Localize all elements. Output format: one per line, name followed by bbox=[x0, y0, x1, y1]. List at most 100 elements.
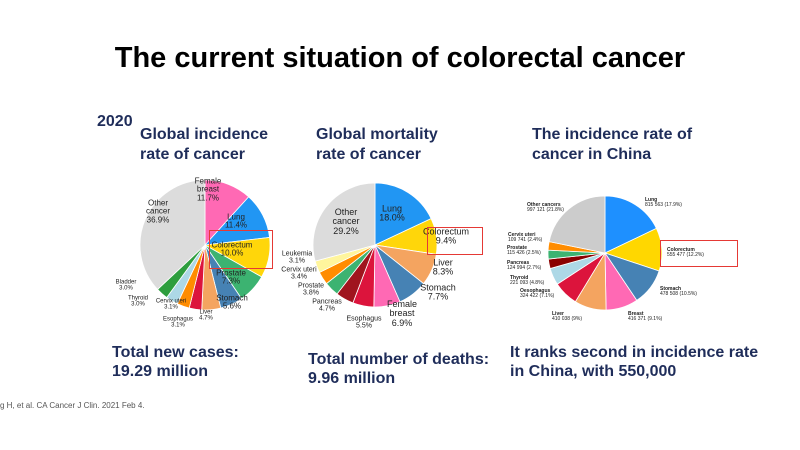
chart3-label: Colorectum 555 477 (12.2%) bbox=[667, 246, 704, 259]
chart3-label: Lung 815 563 (17.9%) bbox=[645, 196, 682, 209]
slice-name: Colorectum bbox=[422, 226, 470, 237]
chart3-highlight-box bbox=[660, 240, 738, 267]
slice-name: Stomach bbox=[660, 285, 682, 292]
slice-name: Liver bbox=[433, 257, 453, 268]
chart2-slice-lung bbox=[374, 182, 432, 246]
chart3-label: Liver 410 038 (9%) bbox=[552, 311, 583, 323]
slice-name: Other cancer bbox=[145, 198, 171, 216]
slice-value: 4.7% bbox=[199, 316, 213, 322]
chart2-title: Global mortality rate of cancer bbox=[316, 126, 438, 163]
chart3-label: Prostate 115 426 (2.5%) bbox=[507, 245, 541, 257]
chart3-label: Cervix uteri 109 741 (2.4%) bbox=[508, 231, 543, 244]
chart1-label: Bladder 3.0% bbox=[116, 280, 137, 293]
chart1-label: Colorectum 10.0% bbox=[211, 240, 253, 259]
chart1-highlight-box bbox=[209, 230, 273, 269]
slice-name: Colorectum bbox=[211, 240, 253, 250]
slice-value: 3.0% bbox=[131, 302, 145, 308]
slice-name: Cervix uteri bbox=[155, 298, 187, 305]
slice-name: Oesophagus bbox=[520, 287, 551, 294]
slice-value: 5.6% bbox=[222, 302, 242, 311]
slice-value: 29.2% bbox=[333, 225, 359, 236]
chart2-label: Cervix uteri 3.4% bbox=[281, 267, 316, 282]
chart1-label: Esophagus 3.1% bbox=[163, 317, 193, 330]
slice-value: 36.9% bbox=[146, 215, 170, 225]
slice-value: 124 994 (2.7%) bbox=[507, 265, 542, 271]
slice-name: Esophagus bbox=[162, 316, 194, 323]
slice-value: 324 422 (7.1%) bbox=[520, 293, 555, 299]
slice-name: Colorectum bbox=[667, 246, 695, 253]
slice-name: Stomach bbox=[420, 282, 456, 293]
slice-value: 7.3% bbox=[221, 277, 241, 286]
chart2-label: Other cancer 29.2% bbox=[332, 206, 360, 236]
chart2-highlight-box bbox=[427, 227, 483, 255]
slice-name: Lung bbox=[227, 212, 245, 222]
slice-name: Pancreas bbox=[507, 259, 530, 266]
slice-name: Thyroid bbox=[510, 274, 529, 281]
slice-name: Esophagus bbox=[346, 315, 382, 323]
slice-value: 3.4% bbox=[291, 274, 307, 281]
slice-value: 410 038 (9%) bbox=[552, 316, 583, 322]
chart2-label: Lung 18.0% bbox=[379, 203, 405, 224]
slice-name: Prostate bbox=[216, 268, 246, 278]
total-new-cases: Total new cases: 19.29 million bbox=[112, 344, 239, 380]
slice-name: Cervix uteri bbox=[281, 266, 317, 274]
slice-value: 115 426 (2.5%) bbox=[507, 250, 541, 256]
chart3-label: Thyroid 221 093 (4.8%) bbox=[510, 274, 544, 287]
slice-value: 8.3% bbox=[432, 267, 454, 277]
slice-value: 3.1% bbox=[164, 305, 178, 311]
chart2-label: Leukemia 3.1% bbox=[282, 251, 312, 266]
citation: g H, et al. CA Cancer J Clin. 2021 Feb 4… bbox=[0, 401, 145, 410]
slice-name: Bladder bbox=[115, 279, 137, 286]
slice-name: Other cancers bbox=[527, 201, 561, 208]
slice-value: 109 741 (2.4%) bbox=[508, 237, 543, 243]
slice-name: Prostate bbox=[297, 282, 325, 290]
chart3-label: Other cancers 997 121 (21.8%) bbox=[527, 201, 564, 214]
slice-value: 7.7% bbox=[427, 292, 449, 302]
slice-name: Cervix uteri bbox=[508, 231, 536, 238]
chart1-label: Liver 4.7% bbox=[199, 310, 213, 323]
slice-value: 815 563 (17.9%) bbox=[645, 202, 682, 208]
chart2-label: Esophagus 5.5% bbox=[346, 316, 381, 331]
slice-value: 3.1% bbox=[289, 258, 305, 265]
chart1-slice-other-cancer bbox=[139, 179, 206, 290]
slide-title: The current situation of colorectal canc… bbox=[114, 42, 686, 74]
slice-name: Other cancer bbox=[332, 206, 360, 227]
chart3-label: Stomach 478 508 (10.5%) bbox=[660, 285, 697, 298]
chart1-label: Stomach 5.6% bbox=[216, 293, 248, 312]
slice-name: Breast bbox=[628, 310, 644, 317]
chart3-label: Breast 416 371 (9.1%) bbox=[628, 310, 662, 323]
chart1-label: Lung 11.4% bbox=[225, 212, 247, 231]
chart3-title: The incidence rate of cancer in China bbox=[532, 126, 693, 163]
slice-value: 6.9% bbox=[391, 317, 413, 328]
chart2-label: Liver 8.3% bbox=[432, 257, 454, 278]
slice-value: 5.5% bbox=[356, 323, 372, 330]
total-deaths: Total number of deaths: 9.96 million bbox=[308, 351, 490, 387]
chart1-label: Prostate 7.3% bbox=[216, 268, 246, 287]
chart2-label: Colorectum 9.4% bbox=[422, 226, 470, 247]
slice-value: 478 508 (10.5%) bbox=[660, 291, 697, 297]
chart2-label: Prostate 3.8% bbox=[298, 283, 324, 298]
slice-value: 11.7% bbox=[196, 193, 220, 203]
slice-name: Stomach bbox=[216, 293, 248, 303]
slice-name: Thyroid bbox=[127, 295, 149, 302]
slice-name: Lung bbox=[645, 196, 658, 203]
chart2-label: Pancreas 4.7% bbox=[312, 299, 342, 314]
slice-value: 555 477 (12.2%) bbox=[667, 252, 704, 258]
chart2-label: Female breast 6.9% bbox=[387, 299, 417, 328]
year-label: 2020 bbox=[97, 113, 133, 130]
slice-name: Pancreas bbox=[312, 298, 342, 306]
chart1-label: Other cancer 36.9% bbox=[146, 199, 170, 224]
slice-name: Lung bbox=[381, 203, 403, 214]
slice-value: 3.8% bbox=[303, 290, 319, 297]
chart3-slice-other-cancers bbox=[548, 195, 606, 254]
slice-value: 10.0% bbox=[220, 249, 244, 258]
slice-name: Liver bbox=[199, 309, 213, 316]
chart3-label: Pancreas 124 994 (2.7%) bbox=[507, 259, 542, 272]
slice-value: 997 121 (21.8%) bbox=[527, 207, 564, 213]
slice-name: Leukemia bbox=[281, 250, 313, 258]
slice-value: 3.1% bbox=[171, 323, 185, 329]
slice-value: 3.0% bbox=[119, 286, 133, 292]
chart1-label: Cervix uteri 3.1% bbox=[156, 299, 186, 312]
slice-name: Female breast bbox=[194, 176, 222, 194]
